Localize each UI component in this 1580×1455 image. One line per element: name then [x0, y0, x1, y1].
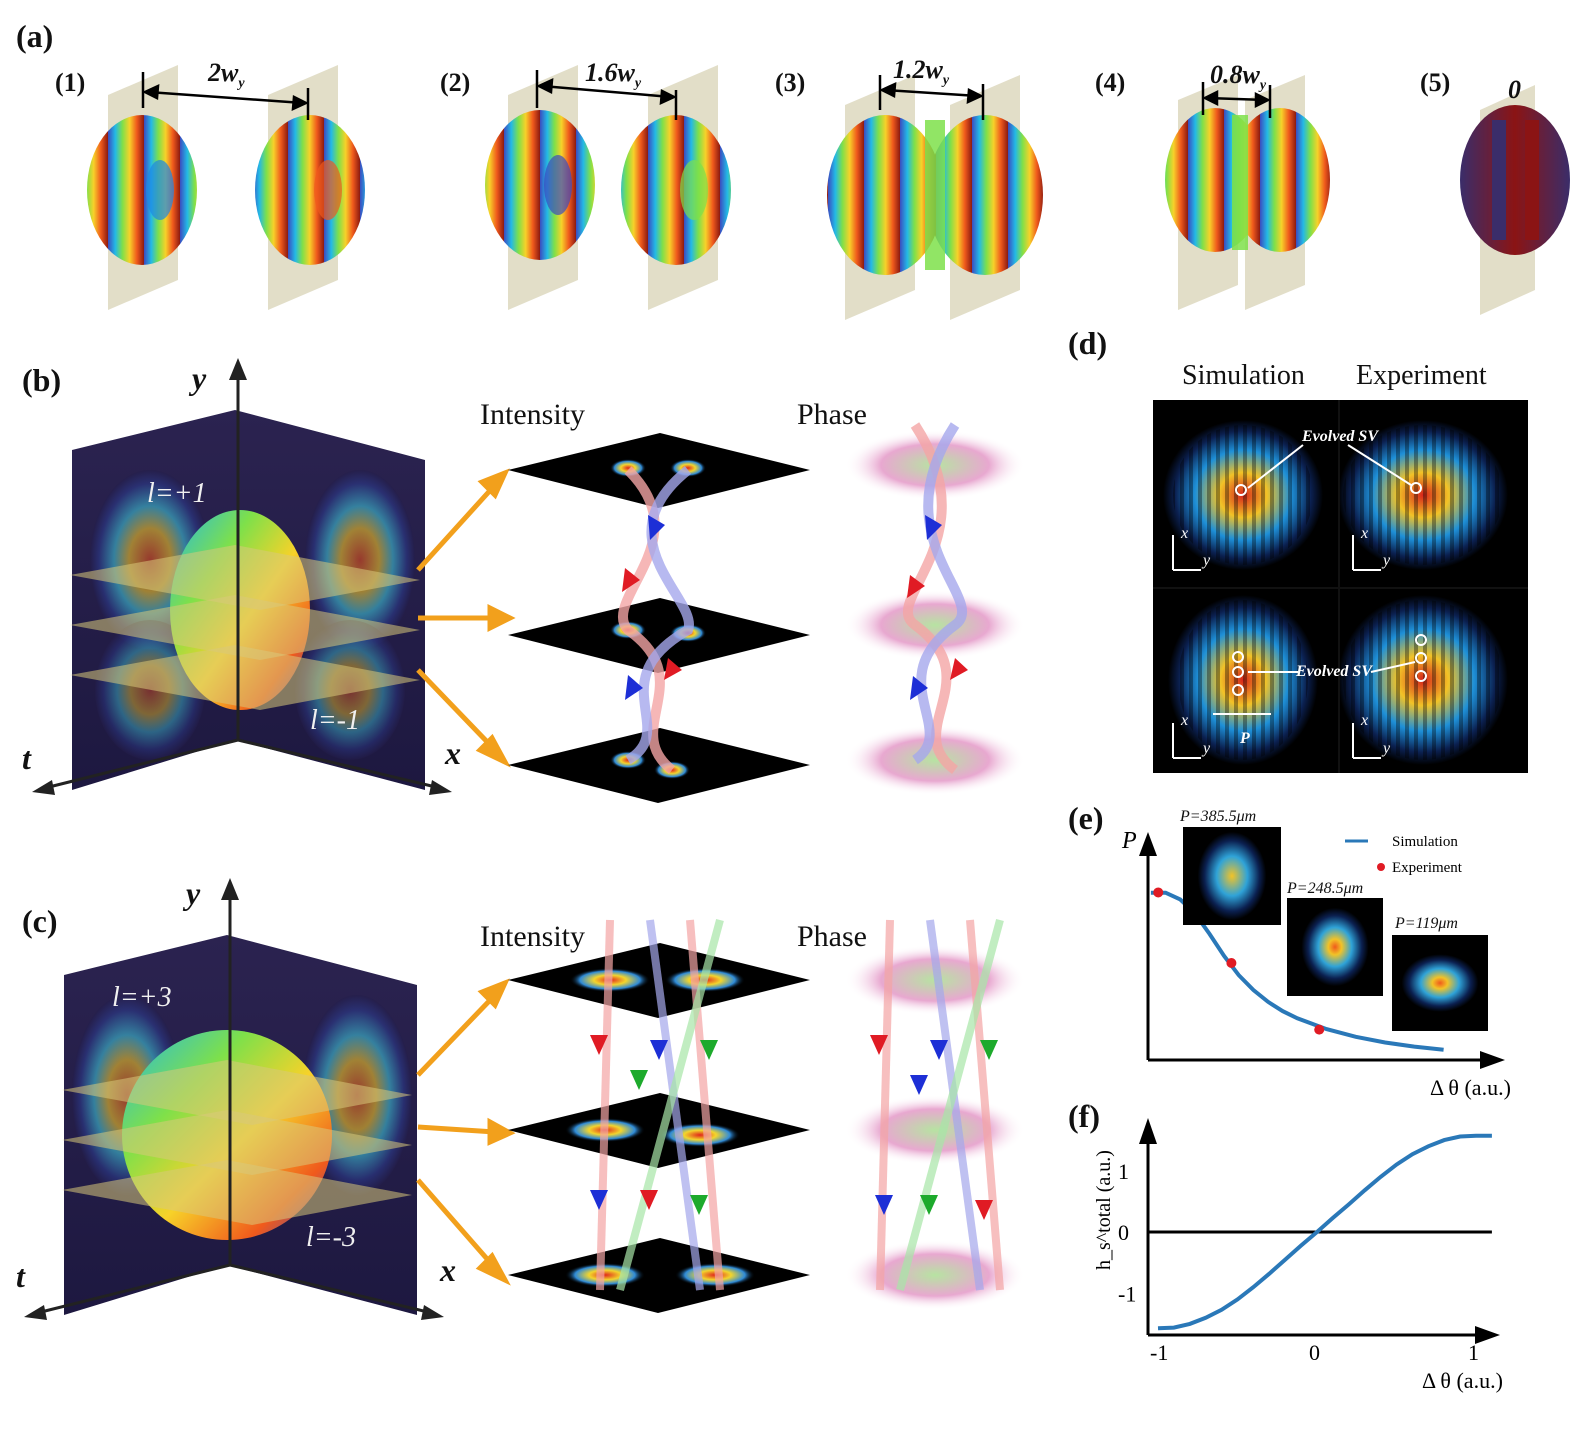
panel-e-ylabel: P [1121, 828, 1137, 854]
panel-c-phase-header: Phase [797, 920, 867, 953]
panel-d-x-3: x [1181, 712, 1189, 729]
inset-image-2 [1287, 898, 1383, 996]
panel-c-l-bottom: l=-3 [306, 1222, 356, 1253]
legend-simulation-label: Simulation [1392, 834, 1458, 850]
inset-image-1 [1183, 827, 1281, 925]
panel-d-y-2: y [1383, 552, 1391, 569]
panel-b-box [32, 358, 452, 795]
panel-d-p: P [1240, 730, 1250, 747]
panel-d-annot-top: Evolved SV [1302, 428, 1378, 445]
panel-d-y-3: y [1203, 740, 1211, 757]
panel-c-box [24, 878, 444, 1320]
inset-image-3 [1392, 935, 1488, 1031]
panel-b-arrows [416, 468, 516, 768]
panel-b-l-top: l=+1 [147, 478, 207, 509]
x-tick-label: 1 [1468, 1340, 1479, 1365]
panel-d-y-1: y [1203, 552, 1211, 569]
panel-c-axis-x: x [440, 1252, 456, 1288]
panel-b-label: (b) [22, 362, 62, 398]
distance-label-5: 0 [1508, 75, 1521, 104]
distance-arrows [141, 70, 1272, 120]
torus-pair-3 [827, 75, 1043, 320]
panel-f-y-arrow [1139, 1118, 1157, 1144]
panel-c-intensity-header: Intensity [480, 920, 585, 953]
sim-bottom [1168, 595, 1318, 765]
panel-d-y-4: y [1383, 740, 1391, 757]
panel-d-x-2: x [1361, 525, 1369, 542]
subpanel-5-label: (5) [1420, 68, 1451, 97]
panel-d-sim-header: Simulation [1182, 360, 1305, 391]
y-tick-label: 1 [1118, 1159, 1129, 1184]
inset-label-1: P=385.5μm [1180, 808, 1257, 825]
x-tick-label: -1 [1150, 1340, 1168, 1365]
legend-experiment-swatch [1377, 863, 1385, 871]
panel-c-axis-y: y [186, 875, 201, 911]
exp-top [1338, 420, 1508, 570]
torus-pair-1 [87, 65, 365, 310]
panel-b-l-bottom: l=-1 [310, 705, 360, 736]
panel-f-chart: -1 0 1 1 0 -1 Δ θ (a.u.) h_s^total (a.u.) [1093, 1118, 1503, 1393]
panel-c-axis-t: t [16, 1258, 25, 1294]
panel-c-l-top: l=+3 [112, 982, 172, 1013]
inset-label-3: P=119μm [1395, 915, 1458, 932]
panel-e-y-arrow [1139, 832, 1157, 856]
distance-label-3: 1.2wy [893, 55, 950, 89]
panel-b-phase-planes [845, 422, 1025, 795]
y-tick-label: -1 [1118, 1281, 1136, 1306]
panel-d-annot-bottom: Evolved SV [1296, 663, 1372, 680]
panel-a-label: (a) [16, 18, 54, 54]
panel-d-exp-header: Experiment [1356, 360, 1487, 391]
torus-pair-2 [485, 65, 731, 310]
panel-f-xlabel: Δ θ (a.u.) [1422, 1368, 1503, 1393]
x-tick-label: 0 [1309, 1340, 1320, 1365]
panel-e-x-arrow [1480, 1051, 1505, 1069]
panel-f-ylabel: h_s^total (a.u.) [1093, 1150, 1115, 1270]
panel-b-phase-header: Phase [797, 398, 867, 431]
experiment-point [1226, 957, 1237, 968]
distance-label-1: 2wy [208, 58, 245, 92]
distance-label-4: 0.8wy [1210, 60, 1267, 94]
panel-f-label: (f) [1068, 1098, 1100, 1134]
panel-b-intensity-header: Intensity [480, 398, 585, 431]
torus-pair-5 [1460, 85, 1570, 315]
panel-b-intensity-planes [508, 433, 810, 803]
panel-c-arrows [416, 978, 516, 1286]
subpanel-3-label: (3) [775, 68, 806, 97]
y-tick-label: 0 [1118, 1220, 1129, 1245]
panel-d-x-1: x [1181, 525, 1189, 542]
distance-label-2: 1.6wy [585, 58, 642, 92]
panel-b-axis-t: t [22, 740, 31, 776]
panel-f-x-arrow [1475, 1326, 1500, 1344]
legend-experiment-label: Experiment [1392, 860, 1463, 876]
panel-b-axis-x: x [445, 735, 461, 771]
panel-d-label: (d) [1068, 325, 1108, 361]
panel-e-chart: P Δ θ (a.u.) Simulation Experiment [1121, 828, 1511, 1100]
panel-f-curve [1157, 1133, 1492, 1331]
panel-d-x-4: x [1361, 712, 1369, 729]
panel-e-xlabel: Δ θ (a.u.) [1430, 1075, 1511, 1100]
inset-label-2: P=248.5μm [1287, 880, 1364, 897]
panels-bc-figure [24, 358, 1025, 1320]
panel-b-axis-y: y [192, 360, 207, 396]
panel-a-figure [87, 65, 1570, 320]
experiment-point [1153, 887, 1164, 898]
panel-e-label: (e) [1068, 800, 1104, 836]
panel-c-phase-planes [845, 918, 1025, 1310]
subpanel-1-label: (1) [55, 68, 86, 97]
torus-pair-4 [1165, 75, 1330, 310]
panel-c-label: (c) [22, 903, 58, 939]
subpanel-2-label: (2) [440, 68, 471, 97]
panel-c-intensity-planes [508, 918, 810, 1313]
subpanel-4-label: (4) [1095, 68, 1126, 97]
experiment-point [1314, 1024, 1325, 1035]
panel-d-images [1153, 400, 1528, 773]
